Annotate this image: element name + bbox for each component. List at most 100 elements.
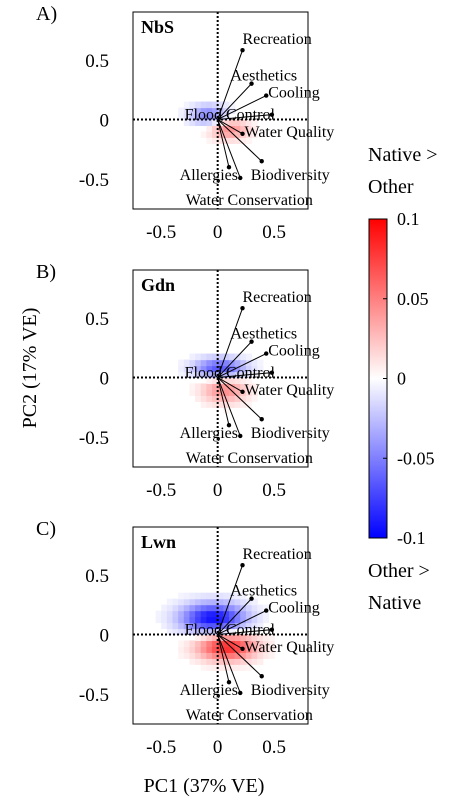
heatmap-cell bbox=[212, 616, 219, 624]
heatmap-cell bbox=[195, 646, 202, 653]
heatmap-cell bbox=[217, 101, 224, 109]
colorbar-tick-label: -0.05 bbox=[397, 448, 435, 468]
heatmap-cell bbox=[240, 640, 247, 647]
heatmap-cell bbox=[206, 622, 213, 630]
heatmap-cell bbox=[200, 389, 207, 396]
heatmap-cell bbox=[200, 107, 207, 115]
colorbar-ticks: 0.1 0.05 0 -0.05 -0.1 bbox=[383, 209, 435, 548]
heatmap-cell bbox=[245, 119, 253, 127]
loading-label: Recreation bbox=[243, 289, 312, 306]
heatmap-cell bbox=[228, 646, 236, 653]
heatmap-cell bbox=[200, 658, 207, 665]
heatmap-cell bbox=[228, 389, 236, 396]
heatmap-cell bbox=[217, 353, 224, 361]
heatmap-cell bbox=[223, 119, 230, 127]
heatmap-cell bbox=[234, 604, 241, 612]
loading-point bbox=[240, 563, 245, 568]
heatmap-cell bbox=[206, 101, 213, 109]
heatmap-cell bbox=[251, 622, 258, 630]
loading-label: Allergies bbox=[180, 425, 238, 442]
heatmap-cell bbox=[212, 401, 219, 408]
heatmap-cell bbox=[234, 658, 241, 665]
heatmap-cell bbox=[178, 610, 185, 618]
heatmap-cell bbox=[234, 634, 241, 642]
heatmap-cell bbox=[251, 598, 258, 606]
heatmap-cell bbox=[251, 652, 258, 659]
heatmap-cell bbox=[245, 389, 253, 396]
plot-frame bbox=[132, 11, 309, 210]
heatmap-cell bbox=[183, 101, 191, 109]
heatmap-cell bbox=[251, 610, 258, 618]
heatmap-cell bbox=[223, 610, 230, 618]
heatmap-cell bbox=[223, 652, 230, 659]
heatmap-cell bbox=[251, 616, 258, 624]
loading-vector bbox=[217, 83, 252, 120]
heatmap-cell bbox=[217, 652, 224, 659]
heatmap-cell bbox=[178, 359, 185, 367]
loading-vector bbox=[217, 353, 267, 378]
heatmap-cell bbox=[228, 664, 236, 671]
heatmap-cell bbox=[178, 616, 185, 624]
heatmap-cell bbox=[212, 658, 219, 665]
x-tick-label: 0 bbox=[213, 222, 223, 243]
heatmap-cell bbox=[212, 359, 219, 367]
heatmap-cell bbox=[212, 113, 219, 121]
loading-label: Cooling bbox=[268, 85, 320, 102]
heatmap-cell bbox=[195, 622, 202, 630]
heatmap-cell bbox=[217, 401, 224, 408]
heatmap-cell bbox=[223, 634, 230, 642]
heatmap-cell bbox=[240, 664, 247, 671]
heatmap-cell bbox=[200, 628, 207, 636]
heatmap-cell bbox=[228, 401, 236, 408]
heatmap-cell bbox=[228, 137, 236, 144]
heatmap-cell bbox=[189, 365, 196, 373]
heatmap-cell bbox=[251, 365, 258, 373]
loading-point bbox=[249, 81, 254, 86]
loading-label: Cooling bbox=[268, 600, 320, 617]
heatmap-cell bbox=[212, 389, 219, 396]
heatmap-cell bbox=[245, 658, 253, 665]
heatmap-cell bbox=[178, 592, 185, 600]
loading-label: Flood Control bbox=[185, 107, 276, 124]
heatmap-cell bbox=[251, 359, 258, 367]
heatmap-cell bbox=[178, 628, 185, 636]
loading-vector bbox=[217, 50, 243, 120]
loading-point bbox=[240, 131, 245, 136]
heatmap-cell bbox=[183, 592, 191, 600]
heatmap-cell bbox=[257, 622, 264, 630]
heatmap-cell bbox=[228, 383, 236, 390]
loading-vector bbox=[217, 119, 263, 162]
heatmap-cell bbox=[262, 640, 270, 647]
heatmap-cell bbox=[223, 401, 230, 408]
heatmap-cell bbox=[200, 634, 207, 642]
heatmap-cell bbox=[223, 377, 230, 385]
heatmap-cell bbox=[183, 107, 191, 115]
heatmap-cell bbox=[240, 395, 247, 402]
heatmap-cell bbox=[223, 389, 230, 396]
heatmap-cell bbox=[206, 125, 213, 132]
heatmap-cell bbox=[228, 353, 236, 361]
loading-label: Biodiversity bbox=[251, 425, 330, 442]
loading-label: Biodiversity bbox=[251, 167, 330, 184]
heatmap-cell bbox=[206, 664, 213, 671]
heatmap-cell bbox=[234, 395, 241, 402]
heatmap-cell bbox=[257, 658, 264, 665]
heatmap-cells bbox=[155, 592, 275, 671]
loading-label: Water Conservation bbox=[186, 450, 313, 467]
loading-vector bbox=[217, 377, 263, 420]
heatmap-cell bbox=[195, 353, 202, 361]
x-tick-label: 0 bbox=[213, 737, 223, 758]
heatmap-cell bbox=[166, 604, 174, 612]
heatmap-cell bbox=[189, 646, 196, 653]
heatmap-cell bbox=[251, 383, 258, 390]
loading-point bbox=[269, 112, 275, 117]
loading-point bbox=[264, 608, 269, 613]
heatmap-cell bbox=[228, 377, 236, 385]
heatmap-cell bbox=[212, 640, 219, 647]
heatmap-cell bbox=[172, 604, 179, 612]
heatmap-cell bbox=[206, 353, 213, 361]
heatmap-cell bbox=[217, 359, 224, 367]
heatmap-cell bbox=[172, 628, 179, 636]
heatmap-cell bbox=[234, 131, 241, 138]
